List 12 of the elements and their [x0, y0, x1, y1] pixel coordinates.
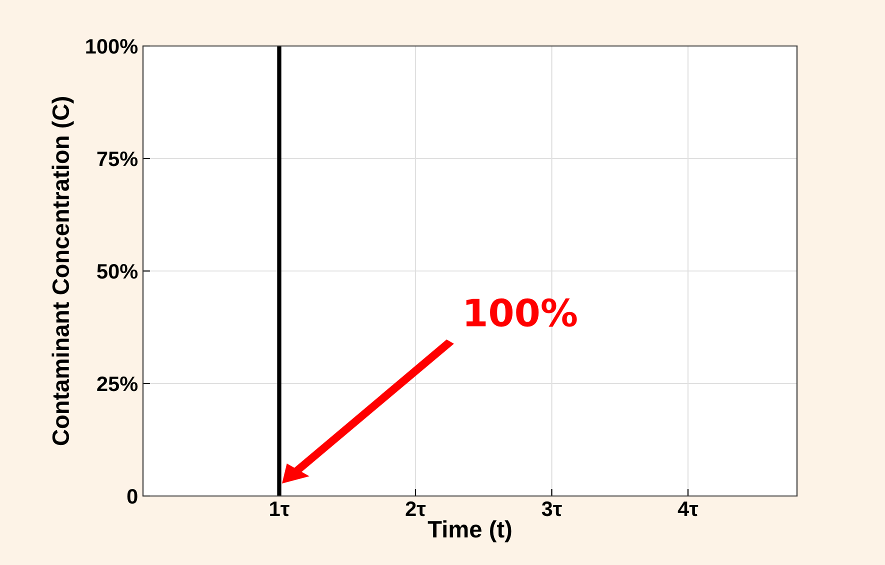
y-tick-label: 75% [97, 152, 138, 166]
x-tick-label: 2τ [406, 501, 426, 516]
x-tick-label: 1τ [270, 502, 290, 516]
y-axis-title: Contaminant Concentration (C) [52, 97, 74, 446]
y-tick-label: 0 [127, 489, 138, 504]
y-tick-label: 100% [86, 39, 138, 54]
x-tick-label: 3τ [542, 501, 562, 516]
x-axis-title: Time (t) [428, 520, 512, 542]
y-tick-label: 25% [97, 376, 138, 392]
x-tick-label: 4τ [678, 502, 698, 516]
y-tick-label: 50% [97, 264, 138, 279]
annotation: 100% [466, 298, 577, 327]
